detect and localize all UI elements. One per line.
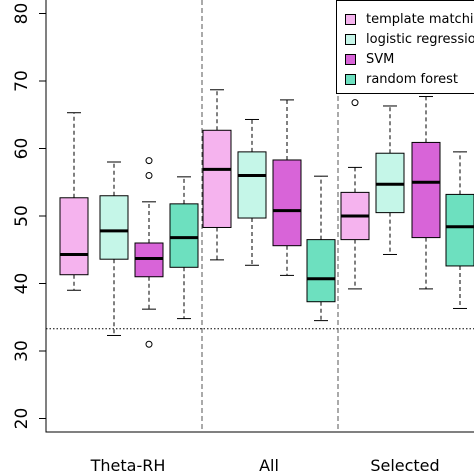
box-logistic-regression: [237, 151, 267, 219]
box-random-forest: [169, 203, 199, 268]
legend-swatch-logistic-regression: [345, 33, 356, 45]
legend-item-logistic-regression: logistic regression: [345, 29, 474, 49]
y-tick-label: 50: [12, 205, 32, 227]
box-random-forest: [445, 193, 474, 267]
box-template-matching: [202, 129, 232, 228]
y-tick-label: 30: [12, 340, 32, 362]
legend-item-template-matching: template matching: [345, 9, 474, 29]
legend-label: SVM: [366, 51, 395, 67]
plot-frame: [45, 0, 474, 433]
y-tick-label: 70: [12, 70, 32, 92]
outlier-point-svm: [145, 157, 153, 165]
legend-item-random-forest: random forest: [345, 69, 458, 89]
outlier-point-template-matching: [351, 99, 359, 107]
y-tick-label: 60: [12, 138, 32, 160]
outlier-point-svm: [145, 172, 153, 179]
legend-label: random forest: [366, 71, 459, 87]
box-logistic-regression: [99, 195, 129, 260]
box-random-forest: [306, 239, 336, 303]
x-category-label: All: [259, 456, 279, 474]
x-category-label: Selected: [370, 456, 439, 474]
legend: template matching logistic regression SV…: [336, 0, 474, 94]
legend-label: template matching: [366, 11, 474, 27]
box-template-matching: [59, 197, 89, 276]
y-tick-label: 80: [12, 3, 32, 25]
outlier-point-svm: [145, 340, 153, 348]
y-tick-label: 20: [12, 408, 32, 430]
legend-swatch-random-forest: [345, 73, 356, 85]
legend-swatch-svm: [345, 53, 356, 65]
legend-swatch-template-matching: [345, 13, 356, 25]
box-svm: [272, 159, 302, 247]
x-category-label: Theta-RH: [90, 456, 166, 474]
legend-item-svm: SVM: [345, 49, 394, 69]
box-svm: [411, 141, 441, 239]
y-tick-label: 40: [12, 273, 32, 295]
legend-label: logistic regression: [366, 31, 474, 47]
